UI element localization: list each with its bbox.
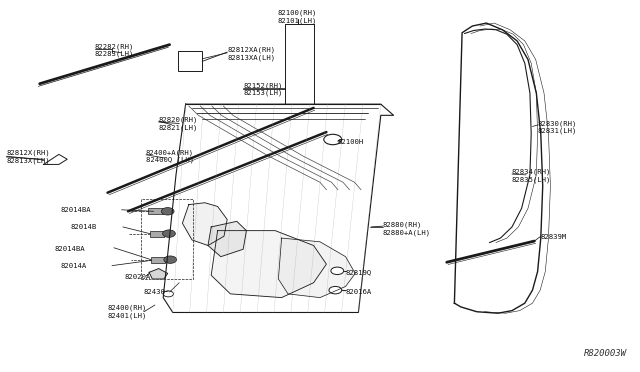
- Text: 82100(RH)
82101(LH): 82100(RH) 82101(LH): [278, 10, 317, 24]
- Circle shape: [329, 286, 342, 294]
- Text: 82152(RH)
82153(LH): 82152(RH) 82153(LH): [243, 82, 283, 96]
- Text: 82014BA: 82014BA: [61, 207, 92, 213]
- Text: 82830(RH)
82831(LH): 82830(RH) 82831(LH): [538, 120, 577, 134]
- Text: 82839M: 82839M: [541, 234, 567, 240]
- Circle shape: [161, 208, 174, 215]
- Text: 82100H: 82100H: [338, 139, 364, 145]
- Text: 82880(RH)
82880+A(LH): 82880(RH) 82880+A(LH): [383, 222, 431, 236]
- Polygon shape: [278, 238, 355, 298]
- Circle shape: [164, 256, 177, 263]
- Text: 82014BA: 82014BA: [54, 246, 85, 252]
- Text: 82020A: 82020A: [125, 274, 151, 280]
- Bar: [141, 199, 193, 279]
- Text: 82400(RH)
82401(LH): 82400(RH) 82401(LH): [108, 305, 147, 319]
- Text: 82834(RH)
82835(LH): 82834(RH) 82835(LH): [512, 169, 552, 183]
- Text: 82819Q: 82819Q: [346, 269, 372, 275]
- Circle shape: [331, 267, 344, 275]
- Text: 82014B: 82014B: [70, 224, 97, 230]
- Text: 82430: 82430: [144, 289, 166, 295]
- Text: 82400+A(RH)
82400Q (LH): 82400+A(RH) 82400Q (LH): [146, 149, 194, 163]
- Polygon shape: [208, 221, 246, 257]
- Text: 82016A: 82016A: [346, 289, 372, 295]
- Polygon shape: [211, 231, 326, 298]
- Polygon shape: [182, 203, 227, 246]
- Text: 82014A: 82014A: [61, 263, 87, 269]
- Polygon shape: [149, 269, 168, 279]
- Bar: [178, 51, 202, 71]
- Text: 82820(RH)
82821(LH): 82820(RH) 82821(LH): [159, 116, 198, 131]
- Text: 82812XA(RH)
82813XA(LH): 82812XA(RH) 82813XA(LH): [227, 47, 275, 61]
- Bar: [150, 231, 164, 237]
- Bar: [148, 208, 163, 214]
- Text: R820003W: R820003W: [584, 349, 627, 358]
- Circle shape: [324, 134, 342, 145]
- Circle shape: [163, 230, 175, 237]
- Text: 82282(RH)
82283(LH): 82282(RH) 82283(LH): [95, 43, 134, 57]
- Circle shape: [163, 291, 173, 297]
- Bar: [151, 257, 165, 263]
- Text: 82812X(RH)
82813X(LH): 82812X(RH) 82813X(LH): [6, 150, 50, 164]
